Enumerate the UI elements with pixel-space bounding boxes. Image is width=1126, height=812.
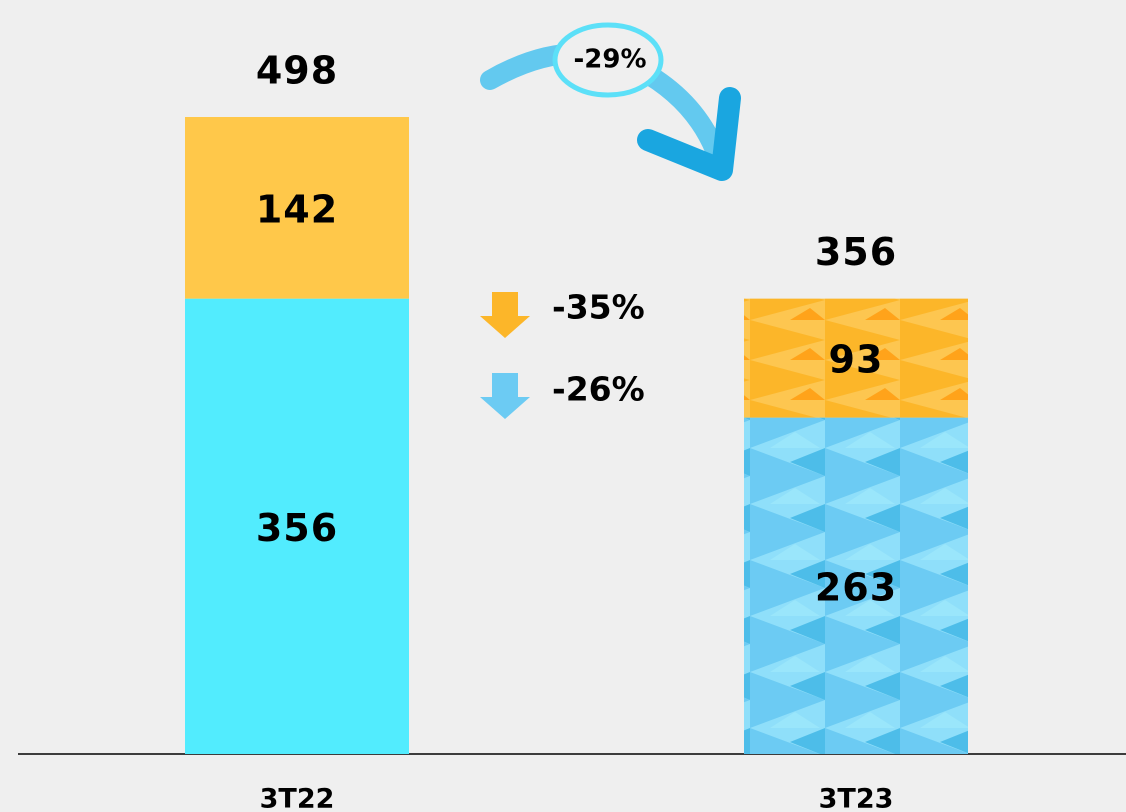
x-tick-label: 3T23 [819, 784, 894, 812]
total-label: 498 [256, 49, 338, 93]
segment-label: 142 [256, 187, 338, 231]
x-tick-label: 3T22 [260, 784, 335, 812]
bar-segment [744, 417, 968, 754]
segment-label: 93 [829, 338, 884, 382]
total-change: -29% [573, 45, 646, 75]
bar-segment [185, 117, 409, 299]
segment-label: 263 [815, 565, 897, 609]
segment-change: -35% [552, 288, 645, 327]
down-icon [480, 292, 530, 338]
segment-change: -26% [552, 370, 645, 409]
segment-label: 356 [256, 506, 338, 550]
total-label: 356 [815, 230, 897, 274]
down-icon [480, 373, 530, 419]
change-badge [552, 22, 664, 98]
change-arrow-head [637, 87, 741, 181]
bar-segment [185, 298, 409, 754]
bar-segment [744, 298, 968, 418]
